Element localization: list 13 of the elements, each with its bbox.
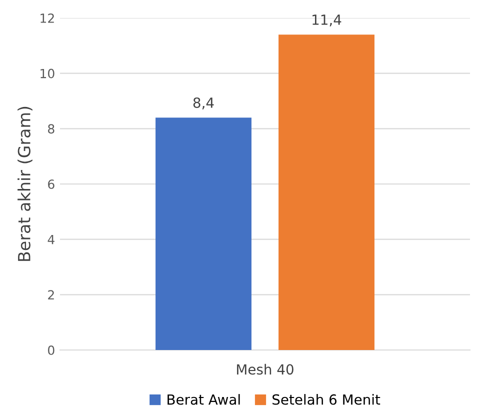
y-axis-title: Berat akhir (Gram) (18, 106, 32, 261)
x-tick-label: Mesh 40 (237, 364, 294, 375)
y-tick-label: 10 (40, 68, 54, 78)
legend-label: Setelah 6 Menit (272, 394, 380, 405)
y-tick-label: 6 (48, 179, 54, 189)
data-label: 8,4 (193, 97, 214, 110)
y-tick-label: 2 (48, 290, 54, 300)
y-tick-label: 8 (48, 124, 54, 134)
y-tick-label: 0 (48, 345, 54, 355)
y-tick-label: 4 (48, 234, 54, 244)
data-label: 11,4 (312, 14, 342, 26)
y-tick-label: 12 (40, 13, 54, 23)
legend-label: Berat Awal (168, 394, 240, 405)
